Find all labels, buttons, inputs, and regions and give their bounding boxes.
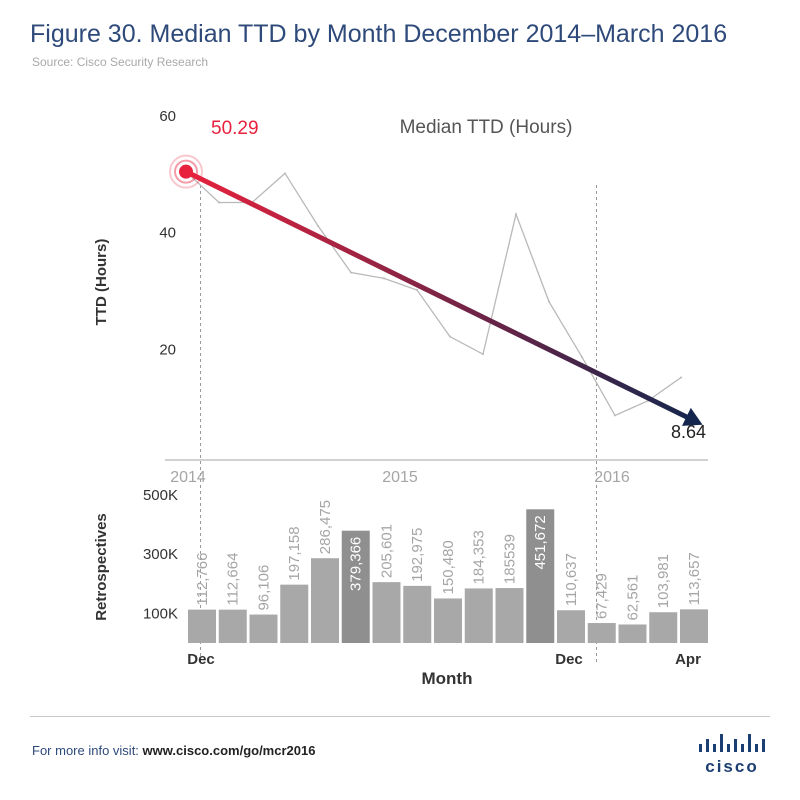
- bar: [680, 609, 708, 643]
- bar: [526, 509, 555, 643]
- median-ttd-point: [548, 300, 550, 303]
- bar: [188, 609, 216, 643]
- bar: [372, 582, 401, 643]
- median-ttd-point: [383, 277, 385, 280]
- year-label: 2015: [382, 469, 418, 486]
- bar-value-label: 113,657: [686, 552, 703, 605]
- median-ttd-point: [218, 201, 220, 204]
- trend-end-label: 8.64: [671, 422, 706, 442]
- bar-value-label: 451,672: [532, 515, 549, 569]
- y-tick-label: 60: [159, 108, 176, 125]
- bar: [311, 558, 339, 643]
- cisco-bars-icon: cisco: [699, 734, 765, 774]
- bar-value-label: 286,475: [317, 500, 334, 554]
- bar-y-axis-label: Retrospectives: [93, 513, 110, 621]
- y-tick-label: 40: [159, 225, 176, 242]
- median-ttd-point: [614, 414, 616, 417]
- bar-value-label: 184,353: [471, 530, 488, 584]
- series-title: Median TTD (Hours): [400, 117, 573, 138]
- footer-info: For more info visit: www.cisco.com/go/mc…: [32, 743, 315, 758]
- bar-y-tick-label: 300K: [143, 546, 178, 563]
- bar-value-label: 67,429: [594, 573, 611, 619]
- bar-value-label: 185539: [502, 534, 519, 584]
- year-label: 2016: [594, 469, 630, 486]
- bar-x-tick-label: Dec: [187, 651, 215, 668]
- bar-value-label: 205,601: [379, 524, 396, 578]
- bar: [403, 585, 432, 643]
- median-ttd-point: [515, 213, 517, 216]
- ttd-chart: 20 40 60 TTD (Hours) Median TTD (Hours) 2014 2…: [93, 108, 708, 688]
- median-ttd-point: [581, 356, 583, 359]
- bar: [280, 584, 309, 643]
- bar-value-label: 192,975: [409, 528, 426, 582]
- footer-divider: [30, 716, 770, 717]
- bar-x-tick-label: Dec: [555, 651, 583, 668]
- bar-chart: 100K 300K 500K Retrospectives 112,766 112,664…: [93, 487, 708, 688]
- bar-x-axis-label: Month: [422, 669, 473, 688]
- median-ttd-point: [350, 271, 352, 274]
- bar-value-label: 197,158: [286, 526, 303, 580]
- bar-value-label: 379,366: [348, 537, 365, 591]
- bar-y-tick-label: 100K: [143, 605, 178, 622]
- bar-value-label: 103,981: [655, 554, 672, 608]
- median-ttd-point: [680, 376, 682, 379]
- bar-value-label: 112,664: [225, 553, 242, 606]
- bar: [341, 530, 370, 643]
- y-tick-label: 20: [159, 341, 176, 358]
- chart-title: Figure 30. Median TTD by Month December …: [30, 20, 728, 48]
- bar: [434, 598, 462, 643]
- logo-text: cisco: [705, 757, 758, 774]
- year-label: 2014: [170, 469, 206, 486]
- median-ttd-point: [482, 353, 484, 356]
- bar: [464, 588, 493, 643]
- median-ttd-point: [284, 172, 286, 175]
- footer-link[interactable]: www.cisco.com/go/mcr2016: [142, 743, 316, 758]
- bar-value-label: 62,561: [625, 575, 642, 621]
- line-chart: 20 40 60 TTD (Hours) Median TTD (Hours) 2014 2…: [93, 108, 708, 665]
- trend-arrowhead: [682, 407, 703, 426]
- median-ttd-point: [317, 224, 319, 227]
- bar: [649, 612, 678, 643]
- median-ttd-line: [185, 171, 682, 417]
- bar-value-label: 150,480: [440, 540, 457, 594]
- bar: [557, 610, 585, 643]
- start-marker-ring: [169, 154, 203, 189]
- median-ttd-point: [449, 335, 451, 338]
- median-ttd-point: [416, 289, 418, 291]
- bar-x-tick-label: Apr: [675, 651, 701, 668]
- bar: [218, 609, 247, 643]
- bar-value-label: 110,637: [563, 553, 580, 606]
- bar-y-tick-label: 500K: [143, 487, 178, 504]
- trend-start-label: 50.29: [211, 118, 259, 139]
- y-axis-label: TTD (Hours): [93, 239, 110, 326]
- start-marker: [179, 164, 193, 179]
- bar: [249, 614, 278, 643]
- bar: [587, 623, 616, 643]
- trend-line: [183, 169, 693, 422]
- chart-source: Source: Cisco Security Research: [32, 55, 209, 69]
- start-marker-ring: [174, 159, 198, 184]
- bar-value-label: 96,106: [256, 565, 273, 611]
- footer-prefix: For more info visit:: [32, 743, 143, 758]
- bar: [495, 588, 524, 643]
- bar-value-label: 112,766: [194, 553, 211, 606]
- bar: [618, 624, 647, 643]
